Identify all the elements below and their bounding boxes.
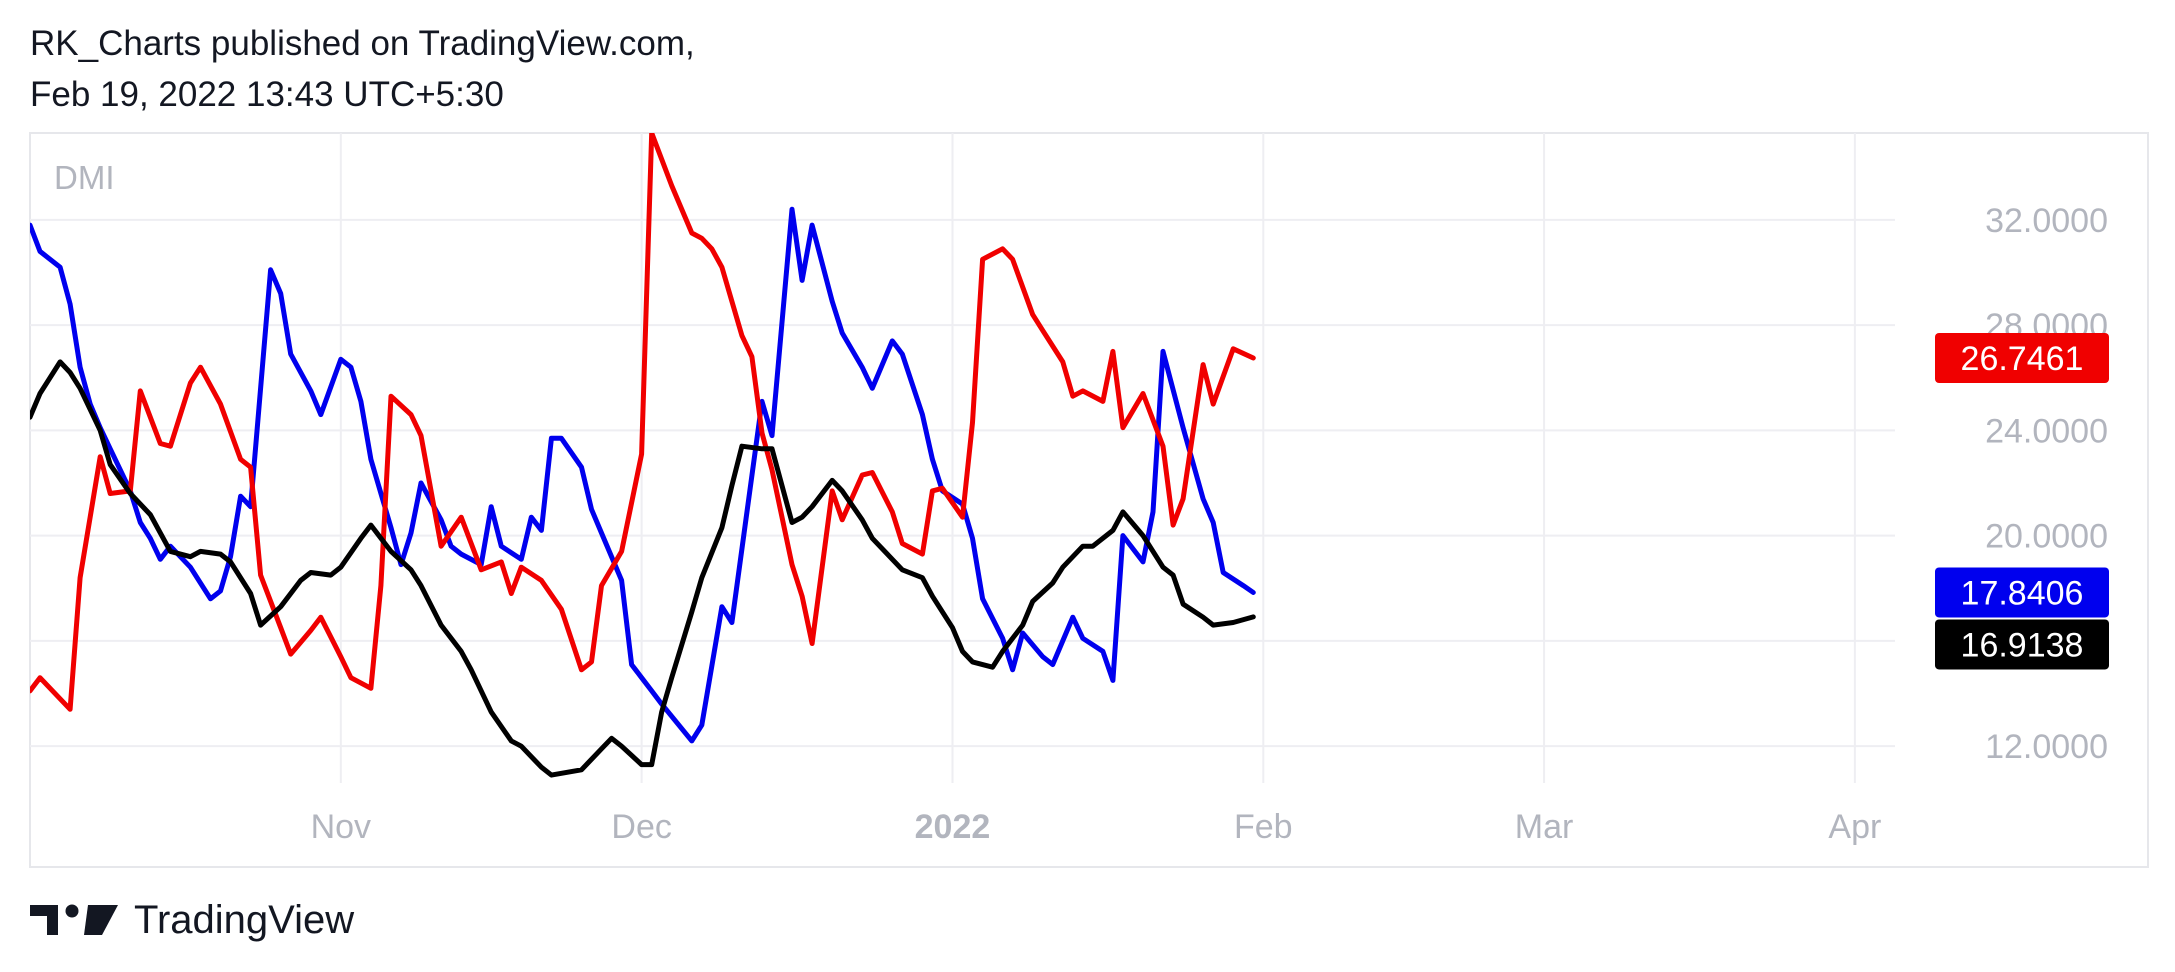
last-value-badge-minus_di: 17.8406 — [1935, 567, 2109, 618]
tradingview-logo-icon — [30, 904, 118, 935]
y-tick-label: 20.0000 — [1985, 518, 2108, 556]
series-lines — [30, 133, 1256, 778]
series-line-adx — [30, 359, 1256, 778]
last-value-badges: 26.7461 17.8406 16.9138 — [1935, 333, 2109, 670]
chart-header: RK_Charts published on TradingView.com, … — [30, 18, 695, 120]
x-tick-label: Feb — [1234, 808, 1293, 846]
x-axis: Nov Dec 2022 Feb Mar Apr — [311, 808, 1882, 846]
publish-date: Feb 19, 2022 13:43 UTC+5:30 — [30, 75, 504, 114]
x-tick-label: Mar — [1515, 808, 1574, 846]
x-tick-label: 2022 — [915, 808, 991, 846]
series-line-plus_di — [30, 133, 1256, 712]
y-tick-label: 12.0000 — [1985, 728, 2108, 766]
x-tick-label: Apr — [1828, 808, 1881, 846]
last-value-badge-plus_di: 26.7461 — [1935, 333, 2109, 383]
last-value-badge-adx: 16.9138 — [1935, 619, 2109, 670]
x-tick-label: Nov — [311, 808, 371, 846]
series-line-minus_di — [30, 206, 1256, 744]
footer: TradingView — [30, 898, 354, 942]
brand-name: TradingView — [134, 897, 355, 942]
indicator-label: DMI — [54, 159, 115, 196]
last-value-label-adx: 16.9138 — [1961, 626, 2084, 664]
last-value-label-plus_di: 26.7461 — [1961, 340, 2084, 378]
y-tick-label: 24.0000 — [1985, 412, 2108, 450]
chart-frame — [29, 132, 2149, 868]
x-tick-label: Dec — [611, 808, 671, 846]
publisher-line: RK_Charts published on TradingView.com, — [30, 24, 695, 63]
last-value-label-minus_di: 17.8406 — [1961, 574, 2084, 612]
y-tick-label: 32.0000 — [1985, 202, 2108, 240]
